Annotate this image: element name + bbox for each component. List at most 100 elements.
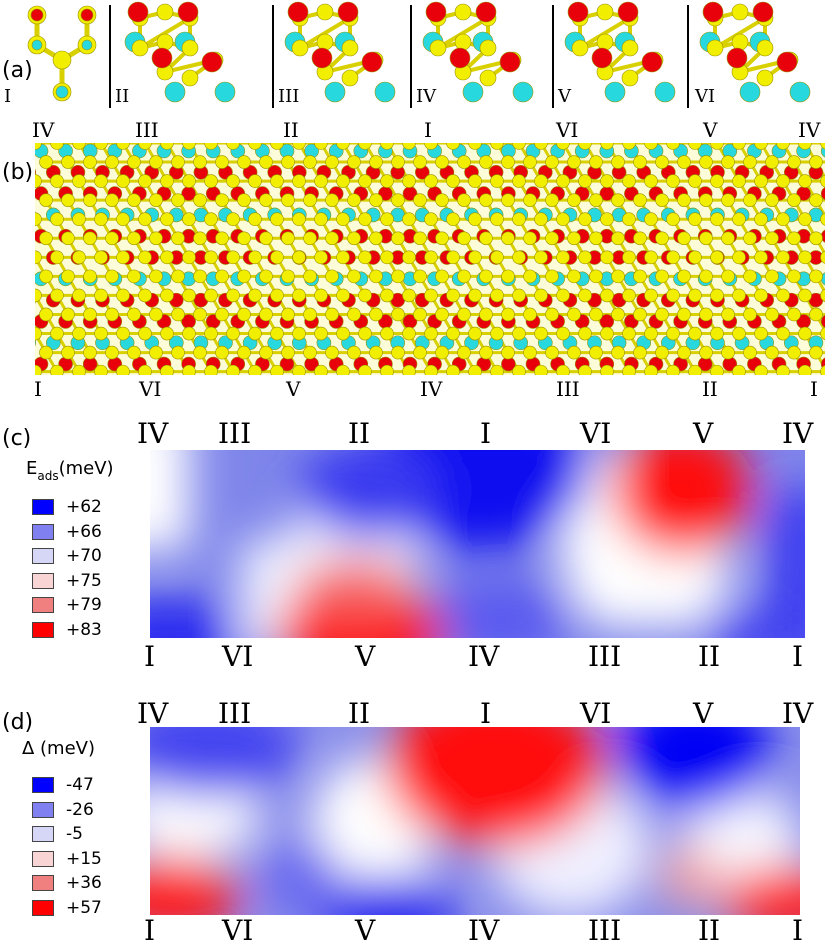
yellow-atom (600, 288, 614, 303)
yellow-atom (534, 250, 548, 265)
panel-b-bottom-label: VI (139, 377, 162, 401)
yellow-atom (402, 143, 416, 150)
yellow-atom (270, 143, 284, 150)
panel-b-top-label: I (424, 118, 432, 142)
yellow-atom (116, 288, 130, 303)
yellow-atom (743, 155, 757, 169)
yellow-atom (270, 250, 284, 265)
yellow-atom (226, 143, 240, 150)
red-atom (80, 8, 94, 22)
yellow-atom (611, 307, 625, 322)
yellow-atom (710, 326, 724, 341)
yellow-atom (131, 39, 149, 57)
yellow-atom (710, 364, 724, 375)
cyan-atom (654, 81, 676, 103)
yellow-atom (754, 326, 768, 341)
yellow-atom (83, 345, 97, 360)
yellow-atom (358, 364, 372, 375)
yellow-atom (534, 212, 548, 227)
yellow-atom (688, 212, 702, 227)
yellow-atom (820, 365, 825, 375)
yellow-atom (369, 345, 383, 360)
yellow-atom (182, 174, 196, 188)
yellow-atom (809, 231, 823, 246)
yellow-atom (666, 288, 680, 303)
yellow-atom (611, 269, 625, 284)
yellow-atom (270, 288, 284, 303)
yellow-atom (479, 69, 497, 87)
yellow-atom (50, 143, 64, 150)
yellow-atom (248, 364, 262, 375)
panel-c-legend-entry: +70 (32, 545, 102, 567)
yellow-atom (699, 307, 713, 322)
panel-d-top-label: VI (580, 697, 612, 730)
yellow-atom (457, 155, 471, 169)
legend-swatch (32, 826, 54, 842)
yellow-atom (644, 288, 658, 303)
yellow-atom (556, 326, 570, 341)
panel-b-bottom-label: I (810, 377, 818, 401)
panel-d-top-label: II (348, 697, 371, 730)
yellow-atom (621, 39, 639, 57)
panel-d-legend-title: Δ (meV) (22, 738, 96, 759)
heat-region (770, 490, 805, 638)
heat-region (720, 867, 800, 915)
yellow-atom (776, 174, 790, 188)
yellow-atom (512, 212, 526, 227)
yellow-atom (556, 364, 570, 375)
yellow-atom (248, 143, 262, 150)
yellow-atom (644, 250, 658, 265)
yellow-atom (193, 307, 207, 322)
yellow-atom (325, 155, 339, 169)
yellow-atom (545, 193, 559, 207)
red-atom (591, 47, 613, 69)
yellow-atom (809, 307, 823, 322)
yellow-atom (655, 231, 669, 246)
panel-d-legend-entry: -47 (32, 774, 94, 796)
yellow-atom (171, 155, 185, 169)
yellow-atom (754, 143, 768, 150)
yellow-atom (341, 69, 359, 87)
yellow-atom (556, 288, 570, 303)
yellow-atom (666, 326, 680, 341)
yellow-atom (622, 174, 636, 188)
yellow-atom (237, 155, 251, 169)
yellow-atom (127, 155, 141, 169)
yellow-atom (611, 231, 625, 246)
panel-d-top-label: IV (137, 697, 169, 730)
red-atom (702, 1, 724, 23)
legend-value: +66 (66, 521, 102, 542)
yellow-atom (501, 345, 515, 360)
yellow-atom (589, 231, 603, 246)
yellow-atom (160, 250, 174, 265)
yellow-atom (83, 231, 97, 246)
red-atom (35, 168, 36, 176)
yellow-atom (798, 212, 812, 227)
yellow-atom (731, 33, 749, 51)
yellow-atom (424, 288, 438, 303)
yellow-atom (424, 250, 438, 265)
yellow-atom (457, 231, 471, 246)
yellow-atom (52, 50, 72, 70)
yellow-atom (787, 269, 801, 284)
yellow-atom (776, 143, 790, 150)
yellow-atom (39, 155, 53, 169)
yellow-atom (156, 3, 174, 21)
yellow-atom (435, 345, 449, 360)
yellow-atom (589, 193, 603, 207)
panel-c-top-label: V (693, 417, 714, 450)
panel-b-label: (b) (2, 160, 34, 185)
yellow-atom (677, 193, 691, 207)
yellow-atom (380, 326, 394, 341)
yellow-atom (578, 174, 592, 188)
yellow-atom (731, 3, 749, 21)
yellow-atom (435, 269, 449, 284)
panel-c-top-label: VI (580, 417, 612, 450)
yellow-atom (567, 345, 581, 360)
panel-d-bottom-label: V (355, 914, 376, 947)
cyan-atom (35, 339, 36, 347)
yellow-atom (710, 288, 724, 303)
panel-b-bottom-label: II (702, 377, 718, 401)
cyan-atom (512, 81, 534, 103)
yellow-atom (72, 288, 86, 303)
